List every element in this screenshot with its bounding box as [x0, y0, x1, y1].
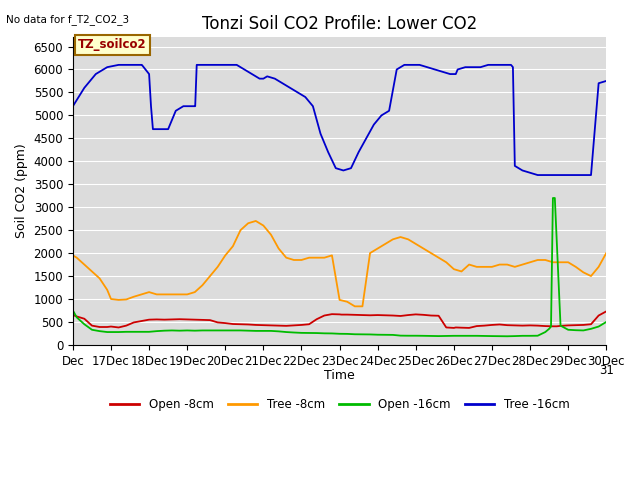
Line: Tree -16cm: Tree -16cm: [73, 65, 606, 175]
Tree -16cm: [340, 168, 348, 173]
Tree -8cm: [138, 291, 145, 297]
Legend: Open -8cm, Tree -8cm, Open -16cm, Tree -16cm: Open -8cm, Tree -8cm, Open -16cm, Tree -…: [105, 394, 574, 416]
Text: No data for f_T2_CO2_3: No data for f_T2_CO2_3: [6, 14, 129, 25]
Y-axis label: Soil CO2 (ppm): Soil CO2 (ppm): [15, 144, 28, 239]
Open -8cm: [553, 324, 561, 329]
Open -16cm: [557, 323, 564, 328]
Open -16cm: [503, 334, 511, 339]
Line: Open -16cm: Open -16cm: [73, 198, 606, 336]
Open -8cm: [602, 309, 610, 314]
Open -8cm: [518, 323, 526, 328]
Tree -16cm: [602, 78, 610, 84]
Open -16cm: [511, 333, 518, 339]
Open -16cm: [69, 308, 77, 313]
Line: Tree -8cm: Tree -8cm: [73, 221, 606, 306]
Tree -8cm: [572, 264, 580, 270]
Open -8cm: [496, 322, 504, 327]
Title: Tonzi Soil CO2 Profile: Lower CO2: Tonzi Soil CO2 Profile: Lower CO2: [202, 15, 477, 33]
Tree -16cm: [69, 103, 77, 109]
Open -8cm: [107, 324, 115, 329]
Tree -16cm: [500, 62, 508, 68]
Tree -8cm: [442, 259, 450, 265]
Open -8cm: [69, 312, 77, 318]
Tree -16cm: [233, 62, 241, 68]
Tree -8cm: [244, 220, 252, 226]
Tree -8cm: [69, 252, 77, 258]
Open -8cm: [450, 325, 458, 331]
Tree -16cm: [509, 64, 516, 70]
X-axis label: Time: Time: [324, 369, 355, 382]
Open -16cm: [107, 329, 115, 335]
Tree -8cm: [381, 241, 389, 247]
Text: 31: 31: [599, 364, 614, 377]
Open -16cm: [488, 333, 496, 339]
Tree -16cm: [534, 172, 541, 178]
Tree -16cm: [225, 62, 233, 68]
Tree -8cm: [420, 246, 428, 252]
Open -8cm: [503, 322, 511, 328]
Open -16cm: [549, 195, 557, 201]
Open -16cm: [518, 333, 526, 339]
Tree -8cm: [351, 303, 358, 309]
Tree -8cm: [252, 218, 260, 224]
Tree -16cm: [202, 62, 210, 68]
Line: Open -8cm: Open -8cm: [73, 312, 606, 328]
Open -16cm: [534, 333, 541, 338]
Open -16cm: [602, 319, 610, 325]
Tree -16cm: [115, 62, 122, 68]
Open -8cm: [481, 323, 488, 328]
Text: TZ_soilco2: TZ_soilco2: [78, 38, 147, 51]
Tree -8cm: [602, 250, 610, 256]
